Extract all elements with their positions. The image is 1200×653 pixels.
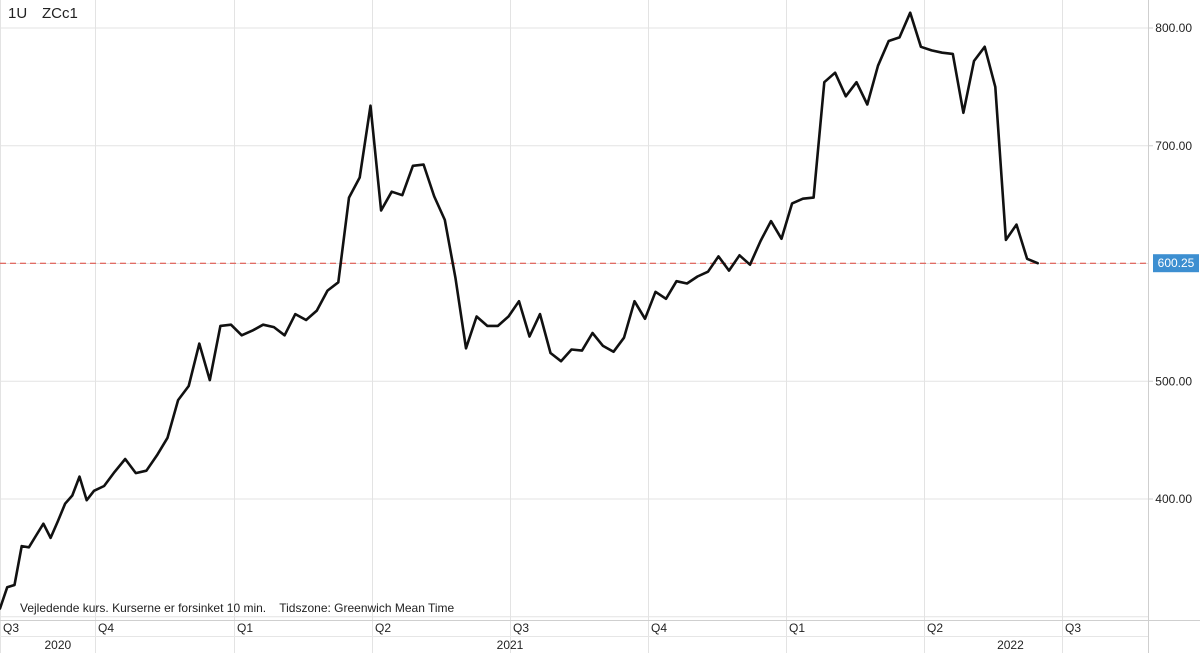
y-axis-labels: 800.00 700.00 500.00 400.00: [1148, 21, 1192, 506]
price-series: [0, 11, 1039, 610]
x-quarter-label: Q1: [237, 621, 253, 635]
x-quarter-label: Q4: [651, 621, 667, 635]
x-year-label: 2020: [44, 638, 71, 652]
x-year-label: 2022: [997, 638, 1024, 652]
last-price-marker: 600.25: [0, 254, 1199, 273]
x-year-label: 2021: [497, 638, 524, 652]
x-quarter-label: Q1: [789, 621, 805, 635]
y-tick-label: 400.00: [1155, 492, 1192, 506]
y-tick-label: 800.00: [1155, 21, 1192, 35]
last-price-label: 600.25: [1158, 256, 1195, 270]
interval-label[interactable]: 1U: [8, 5, 28, 22]
delay-disclaimer: Vejledende kurs. Kurserne er forsinket 1…: [20, 601, 455, 615]
y-tick-label: 700.00: [1155, 139, 1192, 153]
symbol-label[interactable]: ZCc1: [42, 5, 78, 22]
x-quarter-label: Q3: [1065, 621, 1081, 635]
grid-lines: [0, 0, 1148, 653]
x-quarter-label: Q2: [927, 621, 943, 635]
y-tick-label: 500.00: [1155, 374, 1192, 388]
x-axis-labels: Q3 Q4 Q1 Q2 Q3 Q4 Q1 Q2 Q3 2020 2021 2022: [3, 621, 1081, 652]
x-quarter-label: Q2: [375, 621, 391, 635]
last-price-tag: [1153, 254, 1199, 273]
x-quarter-label: Q3: [3, 621, 19, 635]
price-line: [0, 11, 1039, 610]
x-quarter-label: Q3: [513, 621, 529, 635]
x-quarter-label: Q4: [98, 621, 114, 635]
